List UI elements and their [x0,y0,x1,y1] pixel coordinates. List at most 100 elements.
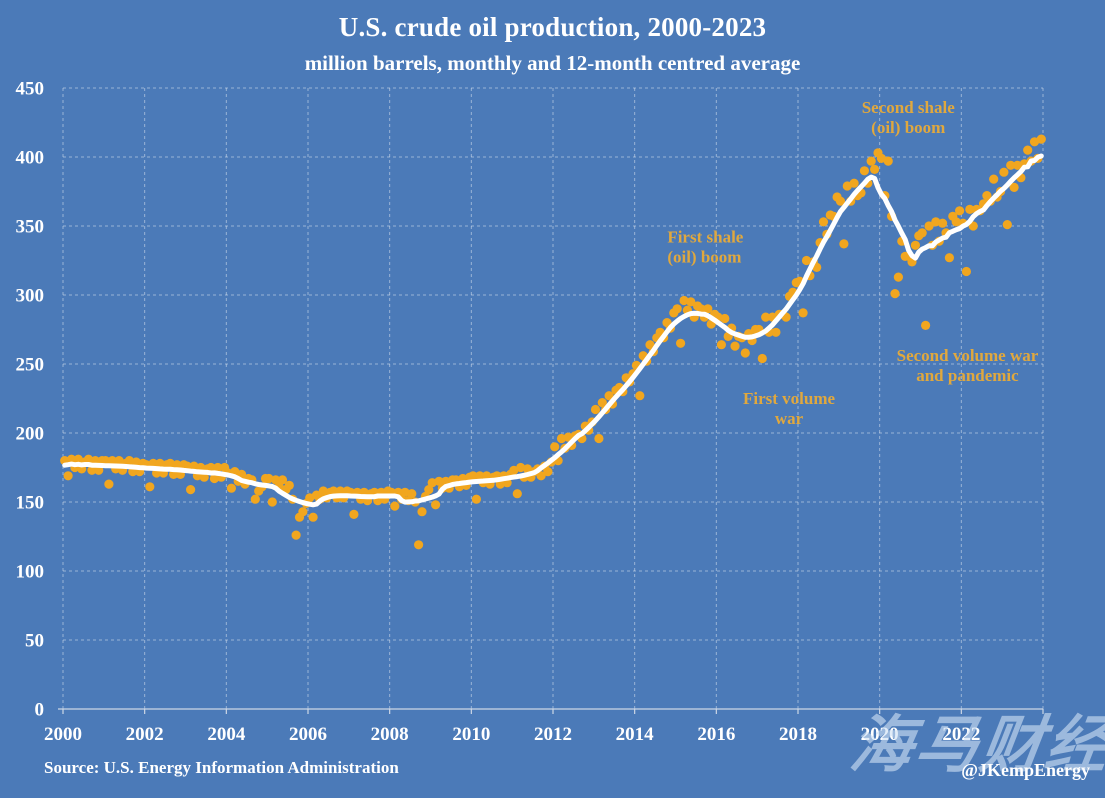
x-tick-label: 2006 [289,724,327,745]
monthly-data-point [328,486,339,496]
monthly-data-point [434,476,444,486]
monthly-data-point [107,456,117,466]
monthly-data-point [645,340,655,350]
monthly-data-point [890,289,900,299]
monthly-data-point [563,432,573,442]
x-tick-label: 2018 [779,724,817,745]
annotation-first-volume-war: First volume [743,389,836,408]
y-tick-label: 350 [16,217,45,238]
annotation-second-shale-boom: (oil) boom [871,118,945,137]
monthly-data-point [298,507,308,517]
monthly-data-point [468,471,478,481]
monthly-data-point [186,485,196,495]
monthly-data-point [917,228,927,238]
monthly-data-point [798,308,808,318]
x-tick-label: 2004 [207,724,246,745]
monthly-data-point [730,341,740,351]
monthly-data-point [590,404,601,415]
x-tick-label: 2020 [861,724,899,745]
monthly-data-point [944,253,955,263]
monthly-data-point [145,482,155,492]
x-tick-label: 2022 [942,724,980,745]
monthly-data-point [859,166,870,176]
y-tick-label: 200 [16,424,45,445]
monthly-data-point [965,204,975,214]
monthly-data-point [893,272,904,282]
average-line [62,153,1044,508]
monthly-data-point [938,218,948,228]
monthly-data-point [226,483,236,493]
monthly-data-point [148,458,158,468]
y-tick-label: 250 [16,355,45,376]
x-tick-label: 2008 [371,724,409,745]
monthly-data-point [1023,145,1033,155]
monthly-data-point [870,164,880,174]
monthly-data-point [924,221,934,231]
y-tick-label: 50 [25,631,44,652]
monthly-data-point [536,471,546,481]
monthly-data-point [989,174,999,184]
monthly-data-point [672,304,682,314]
monthly-data-point [63,471,73,481]
annotation-first-volume-war: war [775,409,804,428]
monthly-data-point [720,313,730,324]
monthly-data-point [390,501,400,511]
y-tick-label: 150 [16,493,45,514]
monthly-data-point [308,512,318,522]
monthly-data-point [597,398,607,408]
monthly-data-point [757,353,767,364]
monthly-data-point [318,486,328,496]
monthly-data-point [417,507,427,517]
monthly-data-point [635,391,645,401]
x-tick-label: 2014 [616,724,655,745]
monthly-data-point [100,456,111,466]
monthly-data-point [839,239,849,249]
source-credit: Source: U.S. Energy Information Administ… [44,758,399,777]
monthly-data-point [87,465,97,475]
monthly-data-point [999,167,1009,177]
monthly-data-point [955,206,965,216]
monthly-data-point [931,217,941,227]
monthly-data-point [961,266,972,277]
y-tick-label: 100 [16,562,45,583]
annotation-second-volume-war: and pandemic [916,366,1019,385]
monthly-data-point [543,467,553,477]
y-tick-label: 450 [16,79,45,100]
monthly-data-point [213,462,223,473]
monthly-data-point [761,312,771,322]
monthly-data-point [114,456,124,466]
monthly-data-point [155,458,165,468]
annotation-second-volume-war: Second volume war [897,346,1039,365]
monthly-data-point [277,475,288,485]
monthly-data-point [267,497,277,507]
monthly-data-point [512,489,522,499]
monthly-data-point [104,479,114,489]
y-tick-label: 0 [35,700,45,721]
monthly-data-point [818,217,829,227]
monthly-data-point [849,178,859,188]
monthly-data-point [835,196,846,206]
author-handle: @JKempEnergy [961,760,1090,780]
monthly-data-point [1006,160,1016,170]
monthly-data-point [1009,182,1019,192]
x-tick-label: 2010 [452,724,490,745]
monthly-data-point [676,338,686,348]
x-tick-label: 2016 [697,724,735,745]
monthly-data-point [471,494,481,504]
monthly-data-point [716,340,727,350]
monthly-data-point [771,327,781,337]
monthly-data-point [284,480,294,490]
monthly-data-point [424,485,434,495]
monthly-data-point [414,540,424,550]
monthly-data-point [703,304,713,314]
monthly-data-point [349,509,359,519]
monthly-data-point [1002,220,1012,230]
annotation-second-shale-boom: Second shale [862,98,955,117]
monthly-data-point [94,465,104,475]
monthly-data-point [1036,134,1046,144]
monthly-data-point [431,500,441,510]
monthly-data-point [172,460,182,470]
monthly-data-point [910,240,921,250]
monthly-data-point [250,494,260,504]
